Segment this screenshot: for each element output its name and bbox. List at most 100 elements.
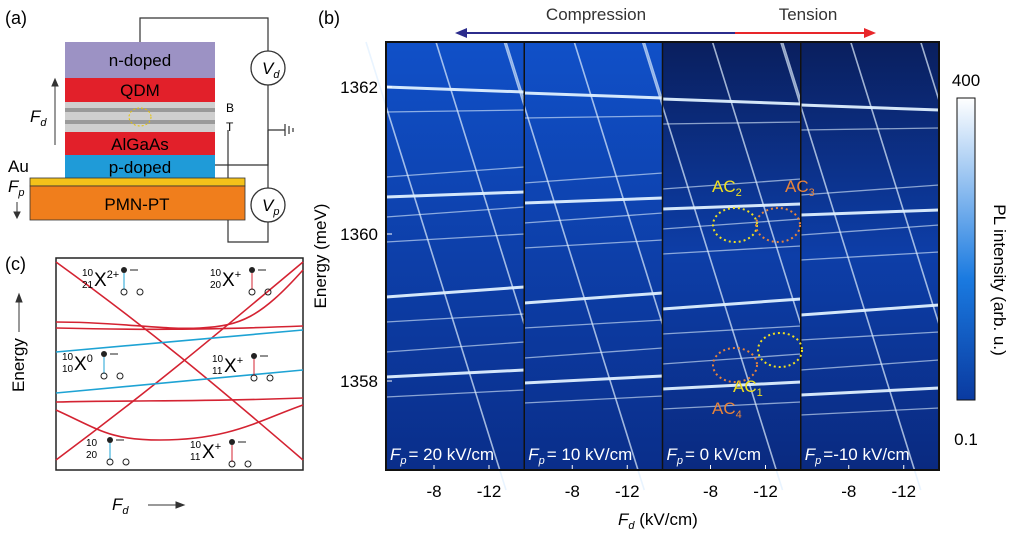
emission-line: [385, 389, 525, 398]
pl-map: [662, 42, 801, 470]
state-index: 10: [210, 268, 222, 279]
emission-line: [385, 109, 525, 113]
emission-line: [800, 407, 940, 416]
subscript: 3: [809, 187, 815, 199]
anticrossing-marker: [755, 207, 801, 243]
emission-line: [365, 41, 507, 491]
axis-arrow: [175, 501, 186, 509]
state-symbol: X2+: [94, 269, 119, 291]
barrier-stripes: [65, 120, 215, 124]
charge: 2+: [107, 269, 120, 281]
state-index: 11: [212, 366, 223, 377]
layer-pmn-pt: [29, 185, 246, 221]
energy-curves: [55, 329, 304, 353]
symbol: F: [667, 445, 679, 464]
state-symbol: X0: [74, 353, 93, 375]
anticrossing-label: AC2: [712, 177, 742, 199]
x-tick-label: -12: [753, 482, 778, 501]
subscript: d: [628, 520, 635, 532]
anticrossing-marker: [712, 347, 758, 383]
charge: 0: [87, 353, 93, 365]
symbol: X: [74, 354, 87, 375]
emission-line: [524, 239, 663, 249]
subscript: d: [40, 117, 47, 129]
emission-line: [800, 103, 940, 112]
symbol: X: [224, 356, 237, 377]
field-label: Fp: [8, 177, 25, 199]
electron: [229, 439, 235, 445]
x-tick-label: -8: [841, 482, 856, 501]
strain-arrow: [864, 28, 876, 38]
circuit-wire: [215, 85, 269, 166]
layer-qdm: [65, 78, 215, 102]
axis-arrow: [15, 292, 186, 509]
state-index: 20: [86, 450, 98, 461]
electron: [101, 351, 107, 357]
symbol: V: [262, 59, 275, 78]
symbol: X: [202, 442, 215, 463]
field-value: = 0 kV/cm: [685, 445, 761, 464]
layer-label: p-doped: [109, 158, 171, 177]
emission-line: [435, 41, 526, 325]
symbol: F: [30, 107, 42, 126]
energy-curves: [55, 269, 304, 330]
map-frame: [385, 41, 940, 471]
subscript: p: [17, 187, 24, 199]
subscript: p: [399, 455, 406, 467]
subscript: 4: [736, 409, 742, 421]
symbol: F: [390, 445, 402, 464]
hole: [136, 288, 144, 296]
symbol: F: [805, 445, 817, 464]
voltage-label: Vd: [262, 59, 280, 81]
barrier-stripes: [65, 108, 215, 112]
colorbar-label: 0.1: [954, 430, 978, 449]
symbol: V: [262, 196, 275, 215]
pl-lines: [503, 41, 664, 491]
pl-lines: [365, 41, 526, 491]
charge: +: [237, 355, 243, 367]
anticrossing-label: AC4: [712, 399, 742, 421]
hole: [266, 374, 274, 382]
layer-barrier: [65, 102, 215, 132]
field-label: Fp = 10 kV/cm: [528, 445, 632, 467]
pl-map: [386, 42, 525, 470]
strain-label: Compression: [546, 5, 646, 24]
emission-line: [385, 85, 525, 94]
electron: [251, 353, 257, 359]
symbol: F: [528, 445, 540, 464]
hole: [120, 288, 128, 296]
field-label: Fd: [30, 107, 47, 129]
emission-line: [662, 245, 801, 255]
hole: [116, 372, 124, 380]
state-index: 10: [86, 438, 98, 449]
emission-line: [800, 208, 940, 217]
state-index: 10: [212, 354, 224, 365]
hole: [100, 372, 108, 380]
state-index: 20: [210, 280, 222, 291]
emission-line: [503, 41, 646, 491]
field-value: = 10 kV/cm: [547, 445, 633, 464]
colorbar-label: 400: [952, 71, 980, 90]
circuit-wire: [227, 220, 269, 243]
symbol: F: [112, 495, 124, 514]
colorbar-title: PL intensity (arb. u.): [990, 204, 1009, 356]
electron: [249, 267, 255, 273]
layer-algaas: [65, 132, 215, 155]
emission-line: [385, 190, 525, 199]
strain-label: Tension: [779, 5, 838, 24]
panel-label: (c): [5, 254, 26, 274]
emission-line: [385, 285, 525, 299]
emission-line: [800, 127, 940, 131]
layer-label: PMN-PT: [104, 195, 169, 214]
state-index: 10: [62, 352, 74, 363]
field-arrow: [51, 77, 59, 145]
subscript: p: [676, 455, 683, 467]
x-tick-label: -12: [891, 482, 916, 501]
barrier-label: T: [226, 120, 234, 134]
layer-au: [29, 177, 246, 187]
pl-lines: [641, 41, 802, 491]
